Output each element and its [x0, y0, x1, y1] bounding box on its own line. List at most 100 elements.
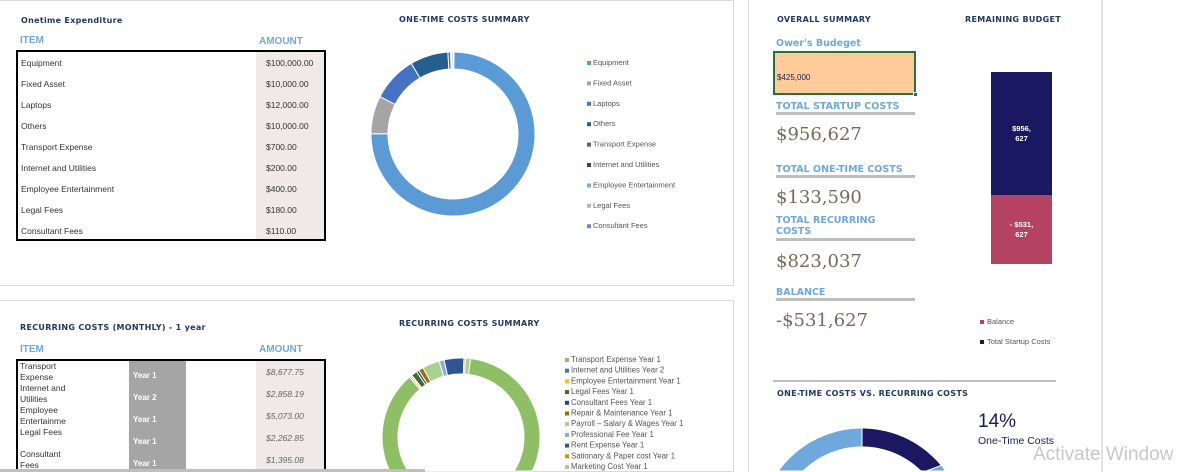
- legend-swatch: [565, 454, 569, 459]
- legend-item: Total Startup Costs: [980, 337, 1050, 346]
- item-cell[interactable]: Others: [21, 120, 47, 131]
- legend-label: Fixed Asset: [593, 78, 633, 87]
- item-cell[interactable]: Internet and Utilities: [21, 162, 97, 173]
- legend-swatch: [980, 339, 984, 344]
- onetime-col-amount: AMOUNT: [259, 36, 303, 47]
- year-cell[interactable]: Year 2: [129, 383, 186, 405]
- remaining-budget-title: REMAINING BUDGET: [965, 15, 1061, 24]
- amount-cell[interactable]: $700.00: [266, 141, 297, 152]
- item-cell[interactable]: Fixed Asset: [21, 78, 65, 89]
- legend-swatch: [565, 379, 569, 384]
- item-cell[interactable]: Laptops: [21, 99, 52, 110]
- table-row: Internet and Utilities Year 2 $2,858.19: [18, 383, 324, 405]
- legend-label: Internet and Utilities: [593, 160, 660, 169]
- amount-cell[interactable]: $100,000.00: [266, 57, 314, 68]
- legend-label: Legal Fees: [593, 201, 630, 210]
- bar-data-label: - $531, 627: [1009, 219, 1034, 239]
- table-row: Equipment $100,000.00: [18, 52, 324, 73]
- startup-value: $956,627: [776, 124, 862, 145]
- onetime-title: Onetime Expenditure: [21, 16, 123, 25]
- amount-cell[interactable]: $200.00: [266, 162, 297, 173]
- amount-column-bg: [256, 52, 324, 239]
- donut-slice[interactable]: [452, 51, 455, 70]
- item-cell[interactable]: Legal Fees: [20, 427, 63, 437]
- owner-budget-value: $425,000: [777, 73, 811, 82]
- item-cell[interactable]: Internet and Utilities: [20, 383, 66, 404]
- amount-cell[interactable]: $5,073.00: [266, 411, 304, 421]
- year-cell[interactable]: Year 1: [129, 427, 186, 449]
- donut-slice[interactable]: [379, 62, 421, 106]
- startup-label: TOTAL STARTUP COSTS: [776, 101, 915, 115]
- item-cell[interactable]: Consultant Fees: [20, 449, 61, 470]
- amount-column-bg: [256, 361, 324, 470]
- legend-label: Consultant Fees Year 1: [571, 398, 652, 407]
- table-row: Legal Fees Year 1 $2,262.85: [18, 427, 324, 449]
- amount-cell[interactable]: $12,000.00: [266, 99, 309, 110]
- donut-slice[interactable]: [464, 357, 472, 376]
- item-cell[interactable]: Equipment: [21, 57, 62, 68]
- recurring-table: Transport Expense Year 1 $8,677.75 Internet…: [16, 359, 326, 472]
- donut-slice[interactable]: [760, 427, 960, 472]
- legend-swatch: [587, 61, 591, 65]
- bar-balance[interactable]: - $531, 627: [991, 195, 1052, 264]
- onetime-donut-chart: Equipment Fixed Asset Laptops Others Transpo…: [370, 51, 676, 230]
- amount-cell[interactable]: $400.00: [266, 183, 297, 194]
- amount-cell[interactable]: $1,395.08: [266, 455, 304, 465]
- donut-slice[interactable]: [443, 357, 465, 377]
- otvr-donut-chart: [760, 427, 960, 472]
- bar-total-startup[interactable]: $956, 627: [991, 72, 1052, 196]
- recurring-title: RECURRING COSTS (MONTHLY) - 1 year: [20, 323, 206, 332]
- item-cell[interactable]: Employee Entertainme: [20, 405, 66, 426]
- table-row: Consultant Fees $110.00: [18, 220, 324, 241]
- legend-swatch: [587, 163, 591, 167]
- table-row: Internet and Utilities $200.00: [18, 157, 324, 178]
- amount-cell[interactable]: $10,000.00: [266, 120, 309, 131]
- amount-cell[interactable]: $180.00: [266, 204, 297, 215]
- year-cell[interactable]: Year 1: [129, 449, 186, 470]
- legend-swatch: [587, 81, 591, 86]
- onetime-panel: [0, 0, 734, 286]
- year-cell[interactable]: Year 1: [129, 405, 186, 427]
- owner-budget-cell[interactable]: $425,000: [773, 51, 918, 97]
- legend-label: Transport Expense Year 1: [571, 355, 661, 364]
- legend-label: Total Startup Costs: [987, 337, 1051, 346]
- legend-label: Payroll – Salary & Wages Year 1: [571, 419, 683, 428]
- amount-cell[interactable]: $10,000.00: [266, 78, 309, 89]
- donut-slice[interactable]: [381, 358, 541, 472]
- legend-swatch: [565, 368, 569, 373]
- recurring-value: $823,037: [776, 251, 862, 272]
- right-panel-border: [748, 0, 749, 472]
- owner-budget-label: Ower's Budeget: [776, 38, 861, 49]
- recurring-col-item: ITEM: [20, 344, 44, 355]
- otvr-title: ONE-TIME COSTS VS. RECURRING COSTS: [777, 389, 969, 398]
- legend-swatch: [565, 465, 569, 469]
- year-cell[interactable]: Year 1: [129, 361, 186, 383]
- onetime-col-item: ITEM: [20, 35, 44, 46]
- donut-slice[interactable]: [861, 427, 943, 472]
- legend-label: Professional Fee Year 1: [571, 430, 654, 439]
- legend-label: Legal Fees Year 1: [571, 387, 634, 396]
- legend-swatch: [587, 101, 591, 106]
- balance-label: BALANCE: [776, 287, 915, 301]
- amount-cell[interactable]: $8,677.75: [266, 367, 304, 377]
- item-cell[interactable]: Legal Fees: [21, 204, 64, 215]
- table-row: Transport Expense $700.00: [18, 136, 324, 157]
- table-row: Others $10,000.00: [18, 115, 324, 136]
- item-cell[interactable]: Transport Expense: [21, 141, 93, 152]
- legend-swatch: [565, 411, 569, 416]
- legend-swatch: [565, 422, 569, 427]
- bar-data-label: $956, 627: [1012, 123, 1031, 143]
- item-cell[interactable]: Consultant Fees: [21, 225, 83, 236]
- amount-cell[interactable]: $2,262.85: [266, 433, 304, 443]
- amount-cell[interactable]: $2,858.19: [266, 389, 304, 399]
- legend-label: Rent Expense Year 1: [571, 441, 644, 450]
- amount-cell[interactable]: $110.00: [266, 225, 297, 236]
- table-row: Fixed Asset $10,000.00: [18, 73, 324, 94]
- item-cell[interactable]: Employee Entertainment: [21, 183, 115, 194]
- legend-swatch: [587, 183, 591, 188]
- summary-title: OVERALL SUMMARY: [777, 15, 871, 24]
- recurring-chart-title: RECURRING COSTS SUMMARY: [399, 319, 540, 328]
- item-cell[interactable]: Transport Expense: [20, 361, 57, 382]
- fill-handle[interactable]: [913, 92, 918, 97]
- legend-swatch: [587, 203, 591, 208]
